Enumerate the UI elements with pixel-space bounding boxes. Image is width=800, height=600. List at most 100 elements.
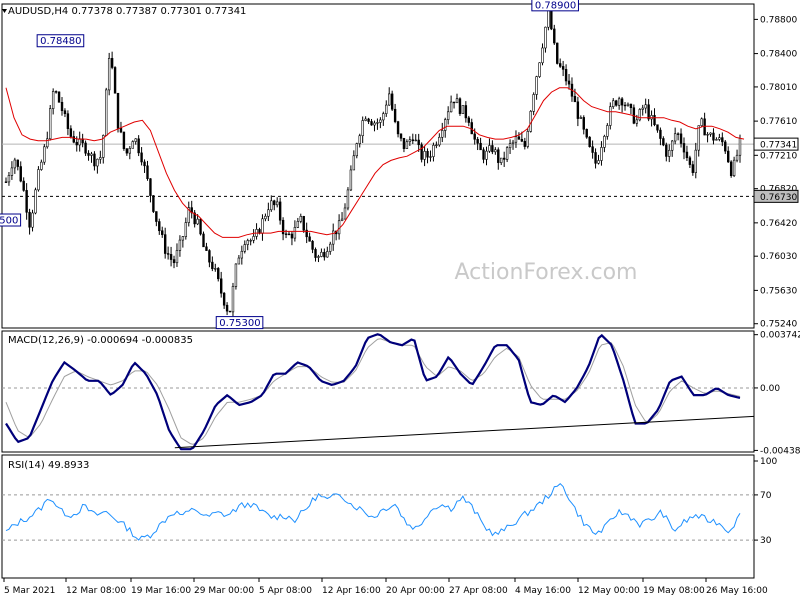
candlestick (420, 142, 423, 163)
candlestick (505, 146, 509, 163)
candlestick (656, 124, 659, 133)
candlestick (491, 140, 494, 155)
candle-body (57, 91, 61, 103)
candle-body (219, 278, 223, 294)
candlestick (727, 146, 730, 163)
symbol-dropdown-triangle-icon[interactable] (2, 9, 7, 13)
candle-body (166, 253, 170, 255)
candlestick (461, 105, 465, 114)
candle-body (31, 212, 34, 228)
candle-body (564, 69, 568, 82)
price-axis-label: 0.77210 (760, 151, 797, 161)
candle-body (697, 125, 700, 151)
candlestick (243, 240, 246, 254)
candlestick (393, 103, 397, 124)
candle-body (526, 131, 529, 147)
candlestick (514, 130, 518, 148)
candlestick (152, 195, 155, 213)
candle-body (721, 137, 724, 143)
candle-body (535, 76, 538, 95)
candle-body (370, 121, 373, 126)
candlestick (219, 271, 223, 298)
candle-body (591, 146, 594, 153)
candlestick (688, 155, 692, 169)
candle-body (43, 146, 46, 163)
candlestick (441, 122, 444, 143)
candle-body (729, 161, 733, 176)
candlestick (134, 138, 137, 145)
candle-body (107, 58, 111, 91)
candlestick (697, 125, 700, 157)
price-layer: 0.78480 0.78900 0.75300 0.76500 (0, 0, 745, 330)
candlestick (700, 117, 703, 127)
rsi-line (5, 483, 741, 541)
candlestick (623, 101, 627, 111)
candlestick (273, 199, 276, 211)
candle-body (237, 257, 241, 265)
candlestick (37, 166, 40, 192)
candle-body (585, 128, 588, 138)
candlestick (16, 159, 19, 171)
candle-body (523, 140, 527, 147)
candlestick (620, 97, 624, 113)
candle-body (408, 139, 412, 143)
candle-body (340, 218, 344, 222)
candle-body (709, 132, 712, 135)
candle-body (184, 222, 188, 237)
candlestick (217, 267, 220, 282)
candle-body (461, 105, 465, 114)
candlestick (270, 195, 273, 212)
candle-body (240, 250, 244, 259)
candle-body (676, 133, 680, 135)
x-axis-label: 5 Mar 2021 (4, 586, 55, 596)
candlestick (4, 177, 8, 183)
candle-body (582, 117, 585, 130)
candle-body (497, 149, 500, 163)
candlestick (382, 111, 385, 126)
candlestick (721, 132, 724, 147)
candle-body (505, 147, 509, 160)
candle-body (181, 236, 185, 241)
candlestick (346, 187, 350, 211)
candle-body (163, 234, 167, 254)
candle-body (317, 256, 320, 258)
candlestick (326, 246, 329, 258)
candlestick (703, 112, 706, 136)
candlestick (735, 149, 739, 163)
candle-body (500, 157, 503, 163)
candle-body (19, 166, 22, 182)
candlestick (116, 92, 120, 133)
candlestick (376, 118, 379, 130)
candlestick (349, 165, 353, 192)
price-axis-label: 0.76820 (760, 185, 797, 195)
candle-body (662, 138, 665, 146)
candle-body (502, 157, 506, 160)
macd-main-line (5, 333, 741, 451)
candlestick (264, 213, 267, 222)
candlestick (617, 96, 621, 110)
candlestick (63, 108, 67, 118)
candle-body (700, 118, 703, 126)
candlestick (388, 87, 391, 106)
candlestick (211, 256, 214, 272)
candle-body (208, 250, 211, 263)
candlestick (149, 178, 152, 203)
candlestick (187, 201, 190, 227)
candle-body (63, 110, 67, 114)
candle-body (16, 159, 19, 167)
candlestick (10, 161, 14, 180)
candlestick (308, 232, 311, 242)
candlestick (317, 254, 320, 263)
candlestick (544, 26, 547, 53)
support-price-label: 0.76730 (760, 193, 797, 203)
candlestick (511, 139, 515, 150)
candle-body (685, 151, 689, 159)
candlestick (143, 159, 146, 173)
candlestick (60, 97, 64, 116)
candle-body (231, 286, 235, 313)
x-axis-label: 19 May 08:00 (643, 586, 705, 596)
candlestick (90, 151, 93, 163)
candlestick (408, 136, 412, 146)
candlestick (467, 115, 471, 127)
candlestick (429, 150, 432, 162)
